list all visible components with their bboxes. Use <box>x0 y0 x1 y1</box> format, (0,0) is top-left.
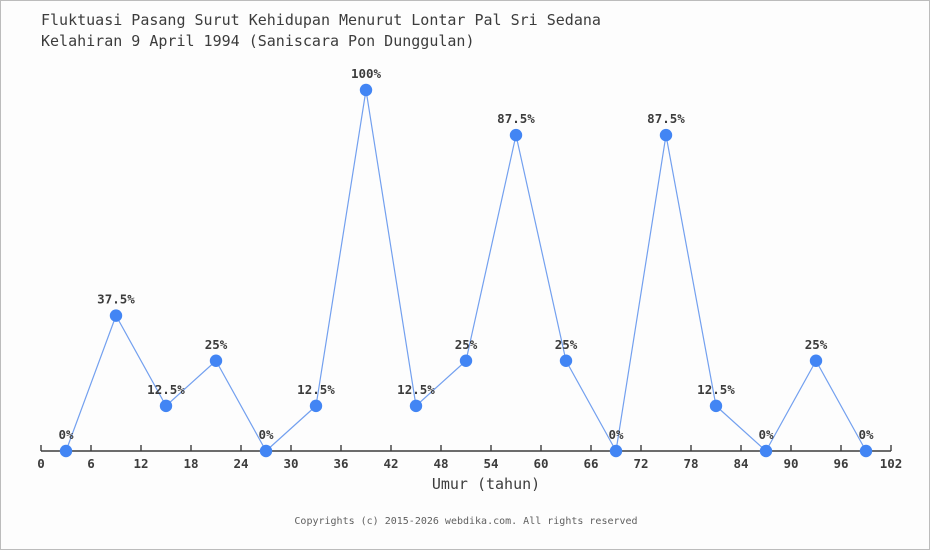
data-point-label: 0% <box>58 427 74 442</box>
x-axis-tick-label: 72 <box>633 456 648 471</box>
data-point-marker <box>759 444 773 458</box>
data-point-label: 12.5% <box>697 382 735 397</box>
x-axis-tick-label: 6 <box>87 456 95 471</box>
x-axis-tick-label: 36 <box>333 456 348 471</box>
x-axis-tick-label: 0 <box>37 456 45 471</box>
data-point-label: 12.5% <box>397 382 435 397</box>
x-axis-tick-label: 102 <box>880 456 903 471</box>
chart-title: Fluktuasi Pasang Surut Kehidupan Menurut… <box>41 11 601 29</box>
x-axis-title: Umur (tahun) <box>431 475 541 493</box>
data-point-label: 0% <box>608 427 624 442</box>
x-axis-tick-label: 42 <box>383 456 398 471</box>
x-axis-tick-label: 66 <box>583 456 598 471</box>
data-point-label: 87.5% <box>497 111 535 126</box>
x-axis-tick-label: 60 <box>533 456 548 471</box>
data-point-marker <box>459 354 473 367</box>
data-point-label: 25% <box>555 337 578 352</box>
data-point-marker <box>609 444 623 458</box>
data-point-marker <box>659 128 673 142</box>
data-point-label: 25% <box>805 337 828 352</box>
x-axis-tick-label: 84 <box>733 456 748 471</box>
x-axis-tick-label: 12 <box>133 456 148 471</box>
data-point-marker <box>709 399 723 413</box>
chart-subtitle: Kelahiran 9 April 1994 (Saniscara Pon Du… <box>41 32 475 50</box>
x-axis-tick-label: 24 <box>233 456 248 471</box>
data-point-label: 0% <box>858 427 874 442</box>
x-axis-tick-label: 90 <box>783 456 798 471</box>
data-point-marker <box>809 354 823 367</box>
x-axis-tick-label: 18 <box>183 456 198 471</box>
data-point-marker <box>159 399 173 413</box>
copyright-text: Copyrights (c) 2015-2026 webdika.com. Al… <box>294 516 638 527</box>
data-point-marker <box>59 444 73 458</box>
data-point-marker <box>359 83 373 97</box>
data-point-marker <box>209 354 223 367</box>
data-point-label: 12.5% <box>297 382 335 397</box>
data-point-label: 0% <box>758 427 774 442</box>
data-point-marker <box>409 399 423 413</box>
data-point-marker <box>559 354 573 367</box>
data-point-marker <box>309 399 323 413</box>
data-point-label: 25% <box>205 337 228 352</box>
data-point-marker <box>109 309 123 322</box>
data-point-label: 12.5% <box>147 382 185 397</box>
data-point-marker <box>859 444 873 458</box>
x-axis-tick-label: 48 <box>433 456 448 471</box>
data-point-label: 37.5% <box>97 292 135 307</box>
data-point-label: 0% <box>258 427 274 442</box>
data-point-label: 87.5% <box>647 111 685 126</box>
data-point-marker <box>259 444 273 458</box>
data-point-label: 100% <box>351 66 382 81</box>
data-line <box>65 89 867 452</box>
x-axis-tick-label: 54 <box>483 456 498 471</box>
x-axis-tick-label: 78 <box>683 456 698 471</box>
data-point-marker <box>509 128 523 142</box>
data-point-label: 25% <box>455 337 478 352</box>
x-axis-tick-label: 30 <box>283 456 298 471</box>
x-axis-tick-label: 96 <box>833 456 848 471</box>
